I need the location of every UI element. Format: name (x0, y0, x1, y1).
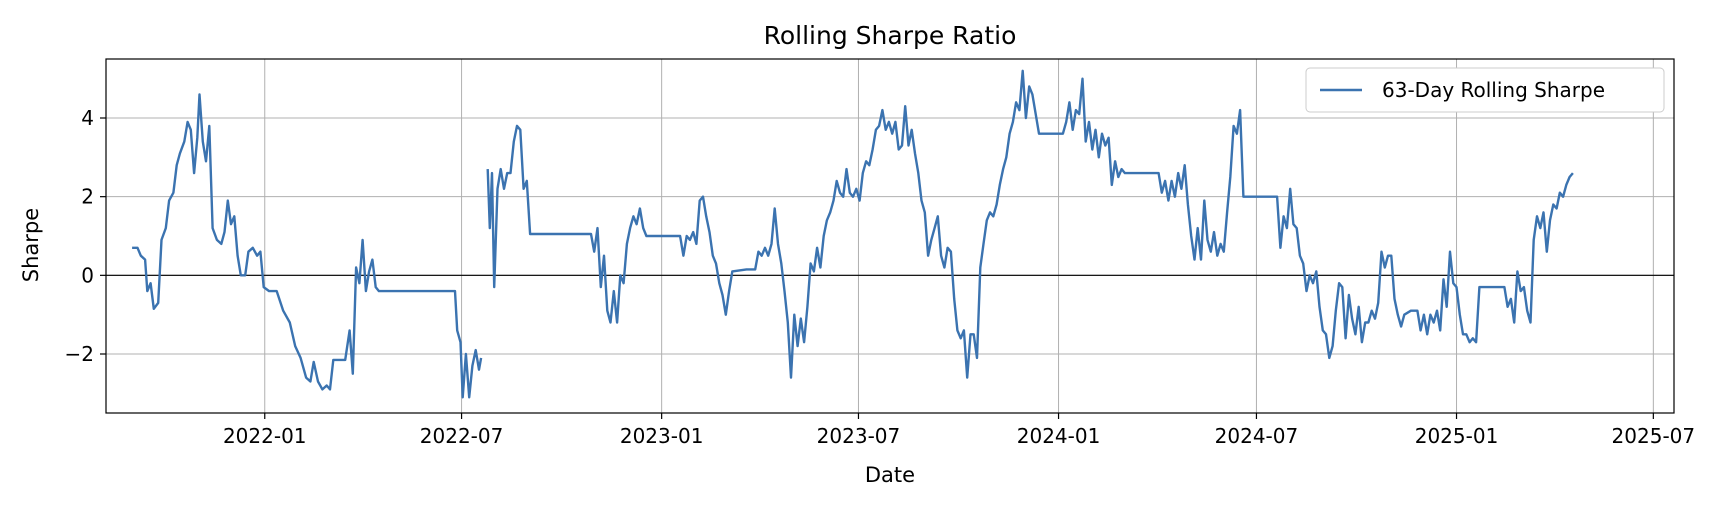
x-tick-label: 2025-01 (1415, 424, 1499, 448)
x-tick-label: 2025-07 (1612, 424, 1696, 448)
series-line (132, 69, 1574, 399)
x-tick-label: 2024-01 (1017, 424, 1101, 448)
x-tick-label: 2023-07 (817, 424, 901, 448)
x-axis-label: Date (865, 463, 915, 487)
legend-box (1305, 67, 1665, 113)
y-tick-label: −2 (65, 342, 94, 366)
x-axis-ticks: 2022-01 2022-07 2023-01 2023-07 2024-01 2024-… (223, 413, 1695, 448)
x-tick-label: 2023-01 (620, 424, 704, 448)
y-axis-label: Sharpe (19, 208, 43, 282)
chart-title: Rolling Sharpe Ratio (764, 21, 1017, 50)
y-axis-ticks: −2 0 2 4 (65, 106, 106, 366)
x-tick-label: 2022-07 (420, 424, 504, 448)
legend: 63-Day Rolling Sharpe (1305, 67, 1665, 113)
y-tick-label: 2 (81, 185, 94, 209)
x-tick-label: 2022-01 (223, 424, 307, 448)
x-tick-label: 2024-07 (1215, 424, 1299, 448)
plot-area-frame (105, 58, 1675, 414)
legend-label: 63-Day Rolling Sharpe (1382, 78, 1605, 102)
series-layer (132, 69, 1574, 399)
y-tick-label: 4 (81, 106, 94, 130)
y-tick-label: 0 (81, 263, 94, 287)
